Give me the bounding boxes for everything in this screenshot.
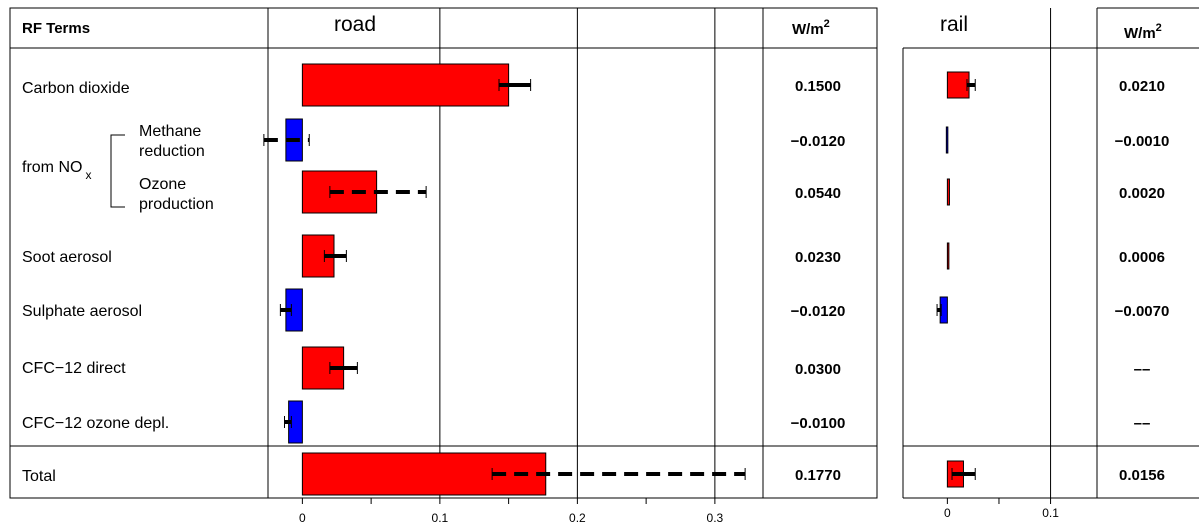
row-label-soot-aerosol: Soot aerosol [22, 249, 112, 266]
road-value-cfc12-direct: 0.0300 [795, 361, 841, 378]
road-tick-label-1: 0.1 [432, 511, 449, 525]
road-tick-label-3: 0.3 [707, 511, 724, 525]
rail-bar-ozone-production [946, 178, 950, 206]
rail-value-methane-reduction: −0.0010 [1115, 133, 1170, 150]
road-tick-label-2: 0.2 [569, 511, 586, 525]
row-label-total: Total [22, 468, 56, 485]
rail-value-total: 0.0156 [1119, 467, 1165, 484]
rf-terms-header: RF Terms [22, 20, 90, 37]
road-title: road [334, 13, 376, 36]
row-label-methane-line2: reduction [139, 143, 205, 160]
road-value-total: 0.1770 [795, 467, 841, 484]
road-table [9, 7, 878, 499]
rail-bar-methane-reduction [945, 126, 949, 154]
road-unit-header: W/m2 [792, 18, 830, 38]
road-bars [263, 63, 746, 496]
road-value-carbon-dioxide: 0.1500 [795, 78, 841, 95]
rail-value-cfc12-ozone-depl: –– [1134, 415, 1151, 432]
nox-bracket [110, 134, 125, 208]
row-label-from-nox: from NO x [22, 159, 91, 182]
road-value-ozone-production: 0.0540 [795, 185, 841, 202]
row-label-carbon-dioxide: Carbon dioxide [22, 80, 130, 97]
rail-unit-header: W/m2 [1124, 22, 1162, 42]
rail-unit-base: W/m [1124, 25, 1156, 42]
rail-tick-label-1: 0.1 [1042, 506, 1059, 520]
row-label-cfc12-ozone-depl: CFC−12 ozone depl. [22, 415, 169, 432]
row-label-sulphate-aerosol: Sulphate aerosol [22, 303, 142, 320]
road-value-cfc12-ozone-depl: −0.0100 [791, 415, 846, 432]
rail-value-sulphate-aerosol: −0.0070 [1115, 303, 1170, 320]
road-value-sulphate-aerosol: −0.0120 [791, 303, 846, 320]
row-label-from-nox-main: from NO [22, 159, 82, 176]
road-table-frame [9, 7, 878, 499]
road-value-methane-reduction: −0.0120 [791, 133, 846, 150]
rail-x-axis: 0 0.1 [944, 498, 1059, 520]
row-labels: Carbon dioxide from NO x Methane reductio… [22, 80, 214, 485]
rail-value-labels: 0.0210 −0.0010 0.0020 0.0006 −0.0070 –– –– 0.01… [1115, 78, 1170, 484]
road-value-labels: 0.1500 −0.0120 0.0540 0.0230 −0.0120 0.0300 −0… [791, 78, 846, 484]
row-label-cfc12-direct: CFC−12 direct [22, 360, 126, 377]
road-tick-label-0: 0 [299, 511, 306, 525]
row-label-ozone-line2: production [139, 196, 214, 213]
rail-title: rail [940, 13, 968, 36]
road-bar-total [301, 452, 547, 496]
rail-bars [936, 71, 976, 488]
rail-value-soot-aerosol: 0.0006 [1119, 249, 1165, 266]
rail-bar-soot-aerosol [946, 242, 950, 270]
row-label-from-nox-subscript: x [85, 168, 91, 182]
road-x-axis: 0 0.1 0.2 0.3 [299, 498, 724, 525]
rail-value-ozone-production: 0.0020 [1119, 185, 1165, 202]
row-label-methane-line1: Methane [139, 123, 201, 140]
road-unit-exponent: 2 [824, 18, 830, 30]
row-label-ozone-line1: Ozone [139, 176, 186, 193]
road-value-soot-aerosol: 0.0230 [795, 249, 841, 266]
rail-bar-carbon-dioxide [946, 71, 970, 99]
rail-tick-label-0: 0 [944, 506, 951, 520]
road-bar-carbon-dioxide [301, 63, 510, 107]
road-unit-base: W/m [792, 21, 824, 38]
rail-value-carbon-dioxide: 0.0210 [1119, 78, 1165, 95]
rail-unit-exponent: 2 [1156, 22, 1162, 34]
rail-value-cfc12-direct: –– [1134, 361, 1151, 378]
